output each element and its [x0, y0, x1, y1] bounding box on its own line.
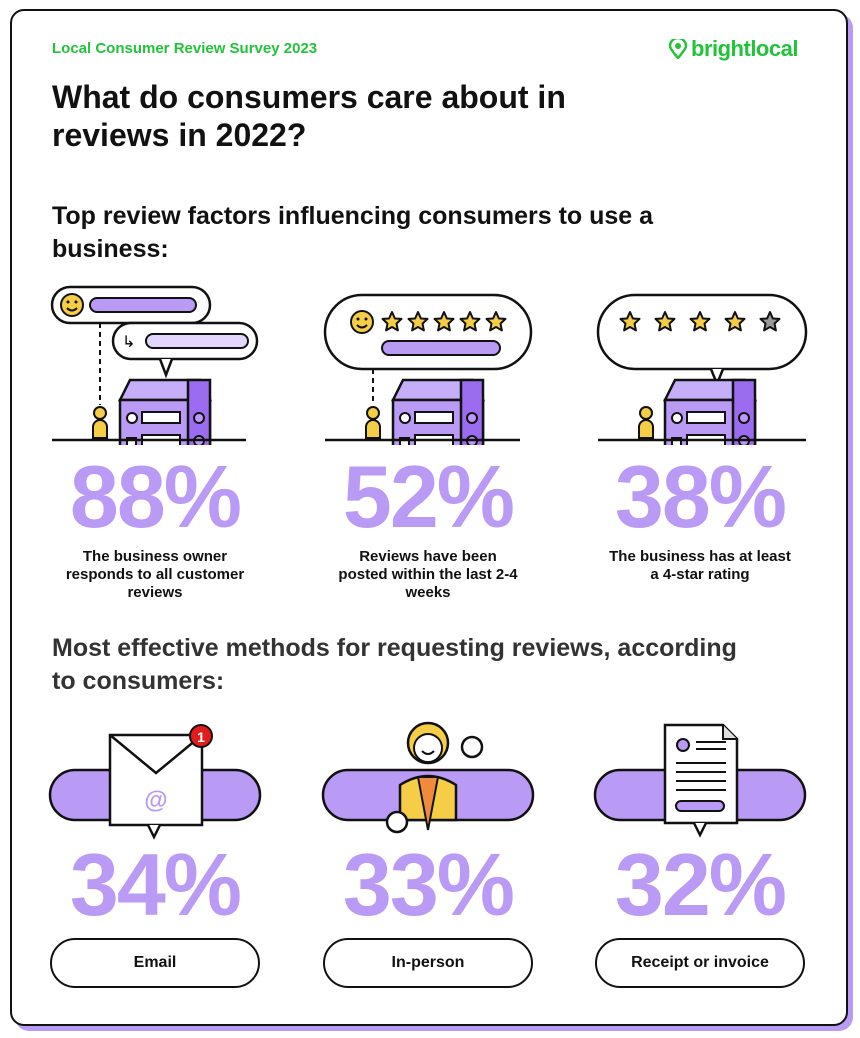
svg-text:↳: ↳ — [122, 332, 135, 351]
factor-percent: 52% — [342, 447, 515, 546]
person-icon — [385, 721, 484, 834]
svg-text:1: 1 — [197, 729, 205, 745]
method-label: Receipt or invoice — [595, 938, 805, 988]
logo-text: brightlocal — [691, 36, 798, 61]
factor-percent: 38% — [614, 447, 787, 546]
request-method-illustrations: @ 1 — [48, 721, 807, 840]
method-receipt: 32% Receipt or invoice — [570, 840, 830, 988]
factor-owner-responds: 88% The business owner responds to all c… — [25, 452, 285, 602]
method-label: Email — [50, 938, 260, 988]
method-email: 34% Email — [25, 840, 285, 988]
section2-heading: Most effective methods for requesting re… — [52, 634, 737, 695]
method-in-person: 33% In-person — [298, 840, 558, 988]
map-pin-heart-icon — [668, 39, 688, 59]
receipt-icon — [663, 723, 739, 838]
survey-kicker: Local Consumer Review Survey 2023 — [52, 40, 318, 57]
review-factor-illustrations: ↳ — [50, 285, 808, 445]
envelope-icon: @ 1 — [108, 724, 213, 840]
factor-caption: The business owner responds to all custo… — [65, 548, 245, 601]
factor-caption: Reviews have been posted within the last… — [338, 548, 518, 601]
infographic-card — [10, 9, 848, 1026]
brightlocal-logo: brightlocal — [668, 36, 798, 62]
method-percent: 32% — [614, 835, 787, 934]
factor-recent-reviews: 52% Reviews have been posted within the … — [298, 452, 558, 602]
section1-heading: Top review factors influencing consumers… — [52, 202, 654, 263]
method-label: In-person — [323, 938, 533, 988]
factor-four-star: 38% The business has at least a 4-star r… — [570, 452, 830, 584]
page-title: What do consumers care about in reviews … — [52, 79, 566, 153]
svg-text:@: @ — [144, 787, 167, 814]
method-percent: 33% — [342, 835, 515, 934]
method-percent: 34% — [69, 835, 242, 934]
factor-caption: The business has at least a 4-star ratin… — [609, 548, 791, 583]
factor-percent: 88% — [69, 447, 242, 546]
